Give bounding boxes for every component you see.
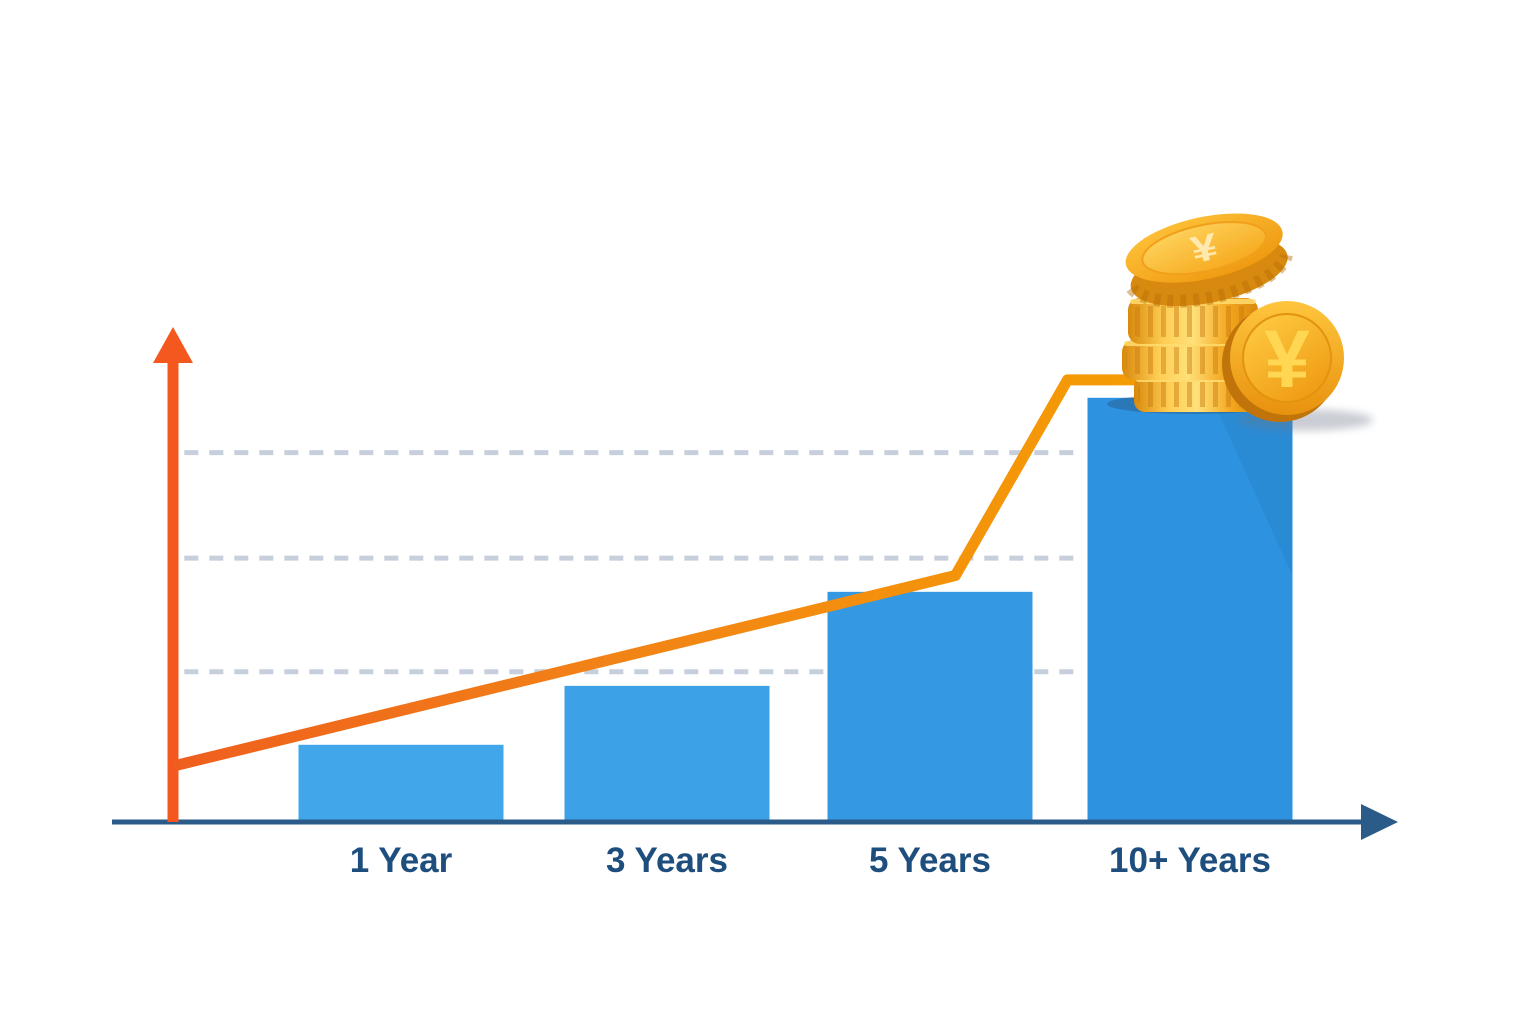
trend-line-path <box>172 374 1140 772</box>
yen-coins-illustration: ¥ ¥ <box>1107 213 1373 575</box>
trend-line <box>172 374 1140 772</box>
category-labels: 1 Year 3 Years 5 Years 10+ Years <box>350 841 1271 880</box>
bar-3 <box>827 591 1033 822</box>
category-label: 5 Years <box>869 841 991 880</box>
bar-1 <box>298 744 504 822</box>
x-axis-arrow-icon <box>1361 804 1398 840</box>
bar-4 <box>1087 397 1293 822</box>
y-axis-line <box>167 358 179 822</box>
yen-symbol-standing: ¥ <box>1264 314 1310 405</box>
x-axis <box>112 804 1398 840</box>
x-axis-line <box>112 819 1364 825</box>
coin-edge-top <box>1128 298 1258 344</box>
bar-2 <box>564 685 770 822</box>
coin-edge-middle <box>1122 340 1254 380</box>
tilted-yen-coin: ¥ <box>1125 213 1293 308</box>
category-label: 10+ Years <box>1109 841 1271 880</box>
coin-shadow-on-bar <box>1212 398 1292 575</box>
y-axis-arrow-icon <box>153 327 193 363</box>
standing-yen-coin: ¥ <box>1222 301 1344 422</box>
category-label: 3 Years <box>606 841 728 880</box>
bars <box>298 397 1293 822</box>
y-axis <box>153 327 193 822</box>
category-label: 1 Year <box>350 841 453 880</box>
